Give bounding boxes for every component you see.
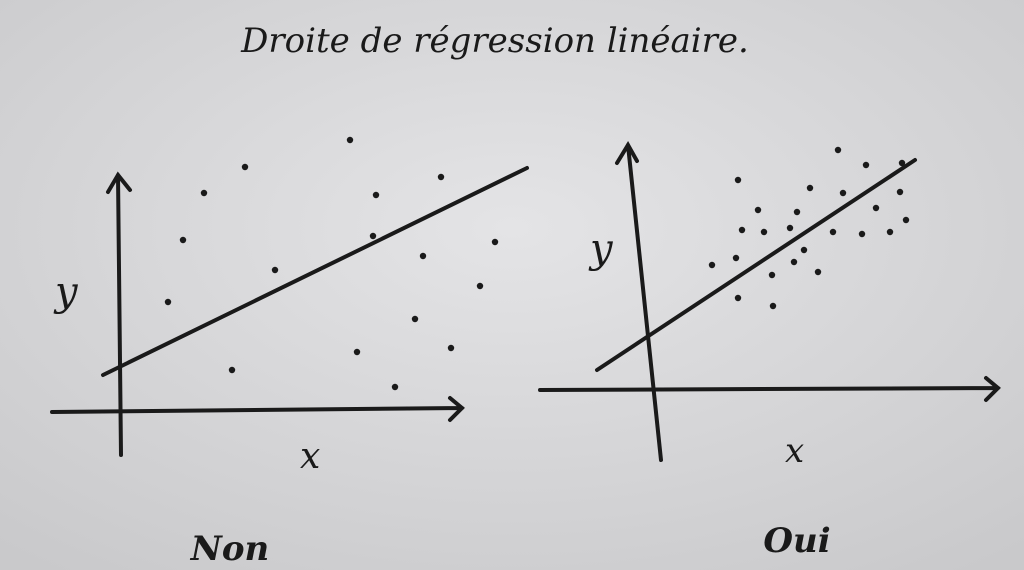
panel-oui: y x Oui <box>538 141 1001 561</box>
point <box>708 261 716 269</box>
point <box>898 159 906 167</box>
point <box>800 246 808 254</box>
scatter-points <box>708 146 910 310</box>
regression-line <box>595 158 917 372</box>
scatter-points <box>164 136 499 391</box>
point <box>858 230 866 238</box>
point <box>814 268 822 276</box>
point <box>862 161 870 169</box>
point <box>896 188 904 196</box>
panel-non: y x Non <box>50 136 529 569</box>
point <box>241 163 249 171</box>
point <box>228 366 236 374</box>
regression-line <box>101 166 529 377</box>
point <box>734 294 742 302</box>
point <box>839 189 847 197</box>
point <box>271 266 279 274</box>
point <box>769 302 777 310</box>
caption: Oui <box>763 521 830 561</box>
point <box>786 224 794 232</box>
y-label: y <box>588 226 614 272</box>
point <box>886 228 894 236</box>
point <box>391 383 399 391</box>
point <box>200 189 208 197</box>
y-axis <box>615 141 663 462</box>
point <box>447 344 455 352</box>
point <box>372 191 380 199</box>
point <box>164 298 172 306</box>
point <box>734 176 742 184</box>
y-label: y <box>53 269 79 315</box>
point <box>411 315 419 323</box>
x-axis <box>538 376 1001 402</box>
point <box>902 216 910 224</box>
point <box>793 208 801 216</box>
point <box>179 236 187 244</box>
point <box>491 238 499 246</box>
point <box>738 226 746 234</box>
point <box>346 136 354 144</box>
x-label: x <box>300 436 320 477</box>
x-axis <box>50 396 465 422</box>
point <box>437 173 445 181</box>
x-label: x <box>785 431 804 471</box>
point <box>476 282 484 290</box>
point <box>419 252 427 260</box>
point <box>732 254 740 262</box>
title: Droite de régression linéaire. <box>240 21 749 61</box>
point <box>790 258 798 266</box>
caption: Non <box>190 529 269 569</box>
point <box>754 206 762 214</box>
point <box>369 232 377 240</box>
point <box>872 204 880 212</box>
y-axis <box>106 171 132 457</box>
point <box>760 228 768 236</box>
point <box>806 184 814 192</box>
point <box>768 271 776 279</box>
point <box>829 228 837 236</box>
point <box>834 146 842 154</box>
point <box>353 348 361 356</box>
